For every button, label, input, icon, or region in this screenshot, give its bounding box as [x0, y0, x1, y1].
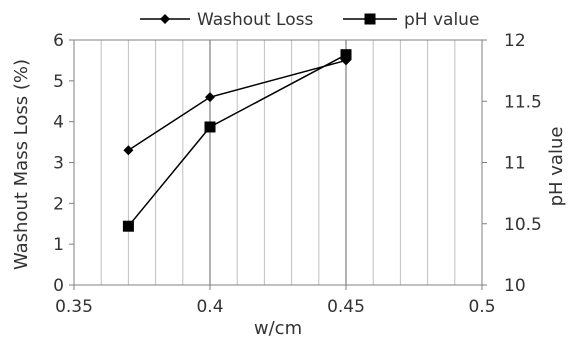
ph-value-point	[340, 49, 352, 61]
legend-marker-washout-loss	[160, 14, 170, 24]
x-axis-title: w/cm	[254, 318, 302, 339]
y-right-tick-label: 11.5	[504, 92, 542, 112]
y-right-axis-title: pH value	[546, 127, 567, 207]
y-left-tick-label: 2	[53, 194, 64, 214]
legend-layer: Washout Loss pH value	[140, 10, 479, 30]
y-left-axis-title: Washout Mass Loss (%)	[11, 59, 32, 270]
ph-value-point	[204, 121, 216, 133]
x-tick-label: 0.4	[196, 297, 223, 317]
y-right-tick-label: 10.5	[504, 215, 542, 235]
axis-layer	[69, 39, 487, 290]
grid-layer	[100, 40, 456, 285]
y-right-tick-label: 12	[504, 31, 526, 51]
legend-label-washout-loss: Washout Loss	[197, 10, 313, 30]
y-left-tick-label: 6	[53, 31, 64, 51]
legend-marker-ph-value	[364, 13, 376, 25]
series-layer	[122, 49, 352, 232]
x-tick-label: 0.45	[327, 297, 365, 317]
y-left-tick-label: 5	[53, 72, 64, 92]
legend-label-ph-value: pH value	[404, 10, 479, 30]
y-left-tick-label: 0	[53, 276, 64, 296]
washout-loss-point	[123, 145, 134, 156]
y-left-tick-label: 1	[53, 235, 64, 255]
x-tick-label: 0.5	[468, 297, 495, 317]
y-right-tick-label: 11	[504, 154, 526, 174]
ph-value-point	[122, 220, 134, 232]
washout-loss-point	[205, 92, 215, 103]
y-left-tick-label: 3	[53, 154, 64, 174]
x-tick-label: 0.35	[55, 297, 93, 317]
plot-frame	[73, 39, 483, 286]
y-left-tick-label: 4	[53, 113, 64, 133]
y-right-tick-label: 10	[504, 276, 526, 296]
